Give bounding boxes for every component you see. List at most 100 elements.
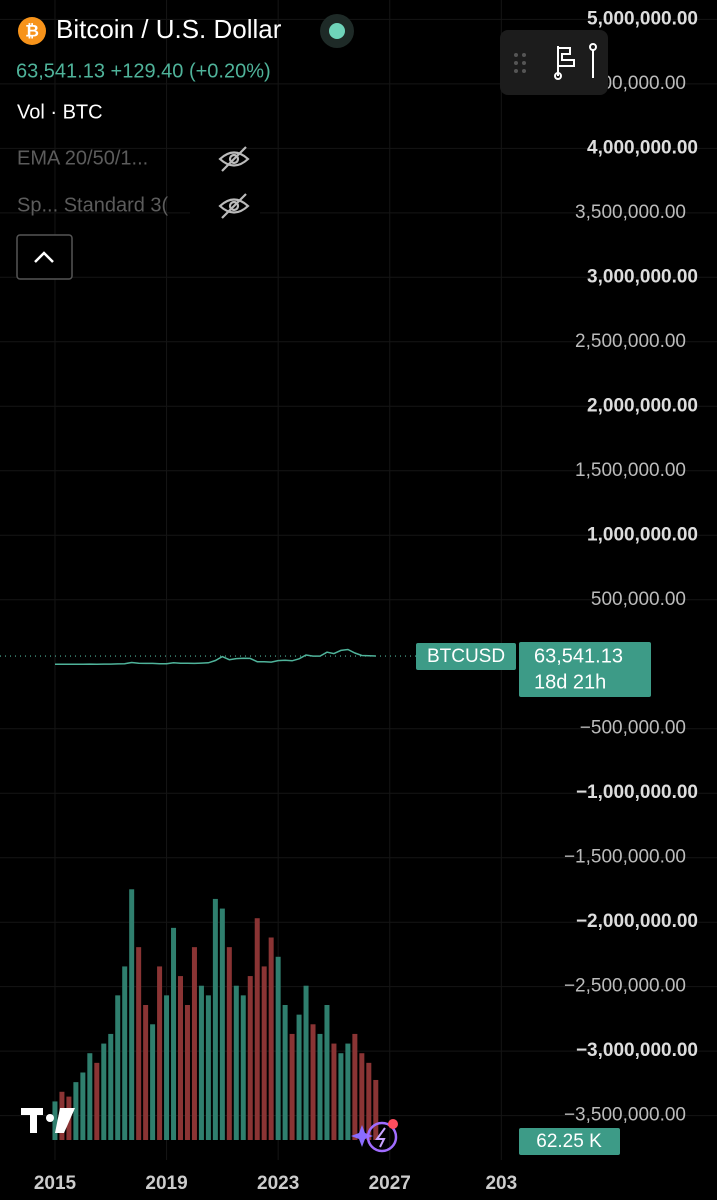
volume-bar: [324, 1005, 330, 1140]
y-tick-label: −500,000.00: [580, 718, 686, 739]
volume-bar: [338, 1053, 344, 1140]
volume-bar: [373, 1079, 379, 1140]
volume-bar: [268, 937, 274, 1140]
volume-bar: [73, 1082, 79, 1140]
symbol-badge-text: BTCUSD: [427, 646, 505, 667]
volume-bar: [108, 1033, 114, 1140]
tradingview-logo: [21, 1108, 75, 1133]
y-tick-label: −2,000,000.00: [576, 911, 698, 932]
volume-bar: [296, 1014, 302, 1140]
volume-bar: [87, 1053, 93, 1140]
volume-bar: [129, 889, 135, 1140]
volume-bar: [178, 976, 184, 1140]
y-tick-label: 1,500,000.00: [575, 460, 686, 481]
volume-bar: [171, 927, 177, 1140]
volume-bar: [157, 966, 163, 1140]
volume-bar: [101, 1043, 107, 1140]
y-tick-label: 2,500,000.00: [575, 331, 686, 352]
volume-bar: [52, 1101, 58, 1140]
x-tick-label: 2027: [369, 1173, 411, 1194]
volume-bar: [303, 985, 309, 1140]
volume-badge-text: 62.25 K: [536, 1131, 602, 1152]
y-tick-label: 1,000,000.00: [587, 524, 698, 545]
volume-bar: [275, 956, 281, 1140]
symbol-badge: [416, 643, 516, 671]
y-tick-label: 4,000,000.00: [587, 137, 698, 158]
indicator-label[interactable]: Sp... Standard 3(: [17, 194, 169, 216]
ai-bolt: [375, 1127, 386, 1148]
ai-sparkle[interactable]: [351, 1125, 373, 1147]
price-axis: 5,000,000.004,500,000.004,000,000.003,50…: [564, 8, 698, 1125]
volume-bar: [247, 976, 253, 1140]
volume-bar: [317, 1033, 323, 1140]
volume-bar: [164, 995, 170, 1140]
volume-bar: [219, 908, 225, 1140]
y-tick-label: −1,000,000.00: [576, 782, 698, 803]
y-tick-label: 500,000.00: [591, 589, 686, 610]
volume-bar: [115, 995, 121, 1140]
y-tick-label: −1,500,000.00: [564, 847, 686, 868]
volume-bar: [240, 995, 246, 1140]
volume-bar: [345, 1043, 351, 1140]
symbol-title: Bitcoin / U.S. Dollar: [56, 14, 282, 44]
volume-legend: Vol · BTC: [17, 101, 103, 123]
y-tick-label: −3,000,000.00: [576, 1040, 698, 1061]
drawing-toolbar: [500, 30, 608, 95]
volume-bar: [233, 985, 239, 1140]
volume-bar: [310, 1024, 316, 1140]
plot: [0, 648, 515, 1140]
hide-icon[interactable]: [218, 146, 250, 172]
quote: 63,541.13 +129.40 (+0.20%): [16, 60, 271, 82]
collapse-button[interactable]: [16, 234, 73, 280]
volume-bar: [136, 947, 142, 1140]
volume-bar: [94, 1062, 100, 1140]
volume-bar: [143, 1005, 149, 1140]
countdown: 18d 21h: [534, 671, 606, 693]
price-badge-text: 63,541.13: [534, 645, 623, 667]
hide-icon[interactable]: [218, 193, 250, 219]
volume-badge: [519, 1128, 620, 1155]
y-tick-label: −2,500,000.00: [564, 976, 686, 997]
y-tick-label: 3,500,000.00: [575, 202, 686, 223]
x-tick-label: 2023: [257, 1173, 299, 1194]
x-tick-label: 2015: [34, 1173, 77, 1194]
flag-tool[interactable]: [554, 46, 575, 80]
volume-bar: [226, 947, 232, 1140]
price-badge: [519, 642, 651, 698]
volume-bar: [261, 966, 267, 1140]
volume-bar: [359, 1053, 365, 1140]
y-tick-label: −3,500,000.00: [564, 1105, 686, 1126]
label-fade: [190, 185, 260, 225]
price-line: [55, 648, 376, 665]
volume-bar: [150, 1024, 156, 1140]
chevron-up: [34, 251, 54, 263]
ai-button[interactable]: [366, 1121, 398, 1153]
bitcoin-icon: [18, 17, 46, 45]
volume-bar: [254, 918, 260, 1140]
volume-bar: [282, 1005, 288, 1140]
line-tool[interactable]: [589, 43, 597, 78]
volume-bar: [352, 1033, 358, 1140]
x-tick-label: 2019: [145, 1173, 187, 1194]
y-tick-label: 5,000,000.00: [587, 8, 698, 29]
volume-bar: [212, 898, 218, 1140]
volume-bar: [289, 1033, 295, 1140]
notification-dot: [388, 1119, 398, 1129]
x-tick-label: 203: [485, 1173, 517, 1194]
status-dot: [329, 23, 345, 39]
volume-bar: [184, 1005, 190, 1140]
volume-bar: [331, 1043, 337, 1140]
drag-handle[interactable]: [514, 53, 526, 73]
y-tick-label: 3,000,000.00: [587, 266, 698, 287]
volume-bar: [198, 985, 204, 1140]
bitcoin-icon-glyph: ₿: [25, 21, 39, 40]
volume-bar: [205, 995, 211, 1140]
volume-bar: [80, 1072, 86, 1140]
volume-bar: [191, 947, 197, 1140]
y-tick-label: 2,000,000.00: [587, 395, 698, 416]
volume-bar: [122, 966, 128, 1140]
volume-bar: [366, 1062, 372, 1140]
indicator-label[interactable]: EMA 20/50/1...: [17, 147, 148, 169]
